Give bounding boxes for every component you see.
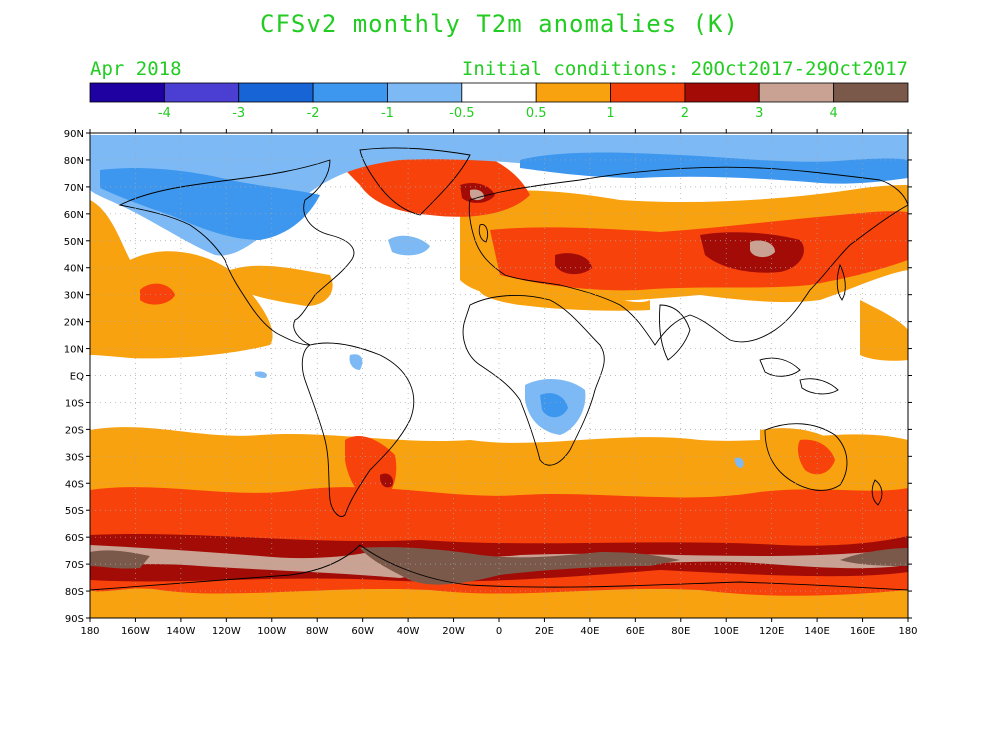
longitude-label: 140E xyxy=(804,626,829,637)
latitude-label: 60N xyxy=(64,210,84,221)
colorbar-label: -1 xyxy=(381,106,394,121)
latitude-label: 20N xyxy=(64,318,84,329)
colorbar-label: 3 xyxy=(755,106,763,121)
gridlines xyxy=(90,133,908,618)
latitude-label: 30S xyxy=(65,452,84,463)
longitude-label: 180 xyxy=(898,626,917,637)
colorbar-label: -4 xyxy=(158,106,171,121)
longitude-label: 120W xyxy=(212,626,241,637)
latitude-label: 70S xyxy=(65,560,84,571)
latitude-label: 90N xyxy=(64,129,84,140)
longitude-label: 60E xyxy=(626,626,645,637)
longitude-label: 100E xyxy=(714,626,739,637)
latitude-label: 90S xyxy=(65,614,84,625)
latitude-label: 20S xyxy=(65,425,84,436)
longitude-label: 20E xyxy=(535,626,554,637)
latitude-label: 30N xyxy=(64,291,84,302)
latitude-label: 10S xyxy=(65,398,84,409)
colorbar-label: 1 xyxy=(606,106,614,121)
colorbar-swatch xyxy=(833,82,909,103)
latitude-label: 60S xyxy=(65,533,84,544)
longitude-label: 40W xyxy=(397,626,420,637)
period-label: Apr 2018 xyxy=(90,58,182,80)
latitude-label: 10N xyxy=(64,345,84,356)
latitude-label: 70N xyxy=(64,183,84,194)
colorbar-label: -2 xyxy=(307,106,320,121)
longitude-label: 160W xyxy=(121,626,150,637)
longitude-label: 40E xyxy=(580,626,599,637)
initial-conditions-label: Initial conditions: 20Oct2017-29Oct2017 xyxy=(461,58,908,80)
longitude-label: 160E xyxy=(850,626,875,637)
longitude-label: 60W xyxy=(351,626,374,637)
colorbar-label: 4 xyxy=(829,106,837,121)
longitude-label: 80E xyxy=(671,626,690,637)
longitude-label: 0 xyxy=(496,626,502,637)
latitude-label: 80S xyxy=(65,587,84,598)
longitude-label: 100W xyxy=(257,626,286,637)
anomaly-shading xyxy=(90,135,908,618)
longitude-label: 180 xyxy=(80,626,99,637)
latitude-label: 40S xyxy=(65,479,84,490)
longitude-label: 140W xyxy=(166,626,195,637)
latitude-label: EQ xyxy=(70,372,84,383)
colorbar-label: 2 xyxy=(681,106,689,121)
coastlines xyxy=(90,147,908,591)
longitude-label: 80W xyxy=(306,626,329,637)
colorbar: -4 -3 -2 -1 -0.5 0.5 1 2 3 4 xyxy=(89,82,909,121)
latitude-label: 50N xyxy=(64,237,84,248)
latitude-label: 40N xyxy=(64,264,84,275)
chart-title: CFSv2 monthly T2m anomalies (K) xyxy=(260,10,739,38)
colorbar-label: -0.5 xyxy=(449,106,474,121)
colorbar-label: -3 xyxy=(232,106,245,121)
colorbar-label: 0.5 xyxy=(526,106,547,121)
latitude-label: 50S xyxy=(65,506,84,517)
longitude-label: 20W xyxy=(442,626,465,637)
longitude-label: 120E xyxy=(759,626,784,637)
latitude-label: 80N xyxy=(64,156,84,167)
